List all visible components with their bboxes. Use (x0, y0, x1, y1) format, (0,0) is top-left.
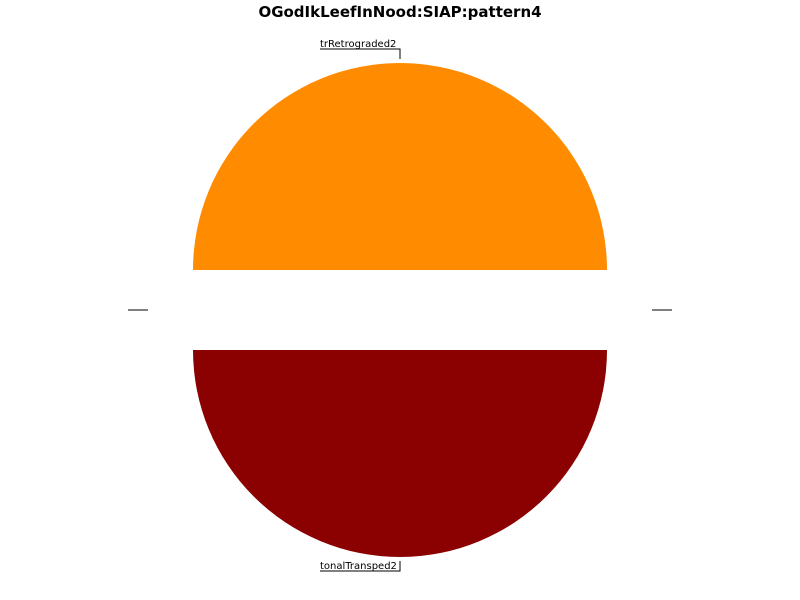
slice-label: tonalTransped2 (320, 561, 397, 572)
slice-labels: trRetrograded2 tonalTransped2 (320, 39, 401, 572)
pie-slices (128, 63, 672, 557)
pie-slice (193, 350, 607, 557)
chart-title: OGodIkLeefInNood:SIAP:pattern4 (258, 3, 542, 21)
slice-label: trRetrograded2 (320, 39, 396, 50)
label-leader-line (320, 561, 401, 572)
pie-slice (193, 63, 607, 270)
label-leader-line (320, 48, 401, 59)
